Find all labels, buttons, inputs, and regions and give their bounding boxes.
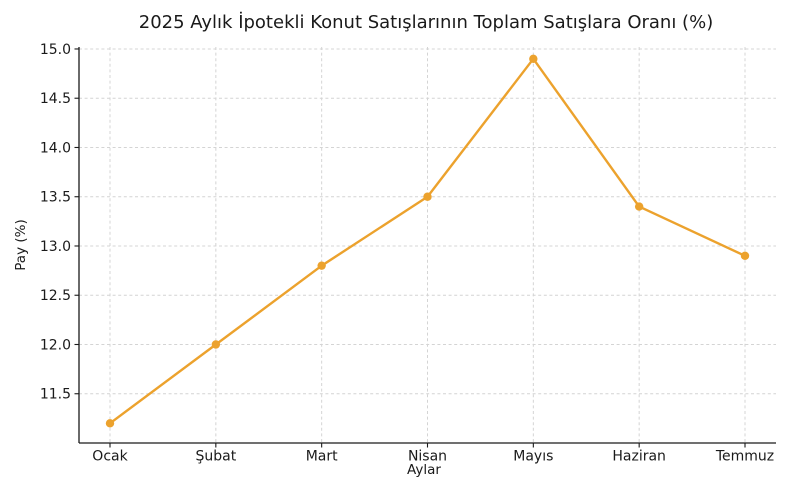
y-tick-label: 13.5 <box>40 190 71 206</box>
y-tick-label: 15.0 <box>40 42 71 58</box>
x-tick-label: Mart <box>306 449 338 465</box>
y-tick-label: 14.0 <box>40 140 71 156</box>
data-point <box>317 261 326 270</box>
y-tick-label: 11.5 <box>40 387 71 403</box>
x-axis-label: Aylar <box>407 462 441 478</box>
x-tick-label: Şubat <box>195 449 236 465</box>
x-tick-label: Haziran <box>612 449 666 465</box>
x-tick-label: Temmuz <box>715 449 774 465</box>
y-tick-label: 12.5 <box>40 288 71 304</box>
x-tick-label: Nisan <box>408 449 447 465</box>
data-point <box>634 202 644 211</box>
chart-title: 2025 Aylık İpotekli Konut Satışlarının T… <box>138 12 714 33</box>
data-point <box>423 192 432 201</box>
y-tick-label: 12.0 <box>40 337 71 353</box>
data-point <box>211 340 221 349</box>
data-point <box>529 54 538 64</box>
y-tick-label: 13.0 <box>40 239 71 255</box>
x-tick-label: Mayıs <box>513 449 553 465</box>
data-point <box>105 419 115 428</box>
data-point <box>740 251 750 261</box>
y-tick-label: 14.5 <box>40 91 71 107</box>
x-tick-label: Ocak <box>92 449 128 465</box>
